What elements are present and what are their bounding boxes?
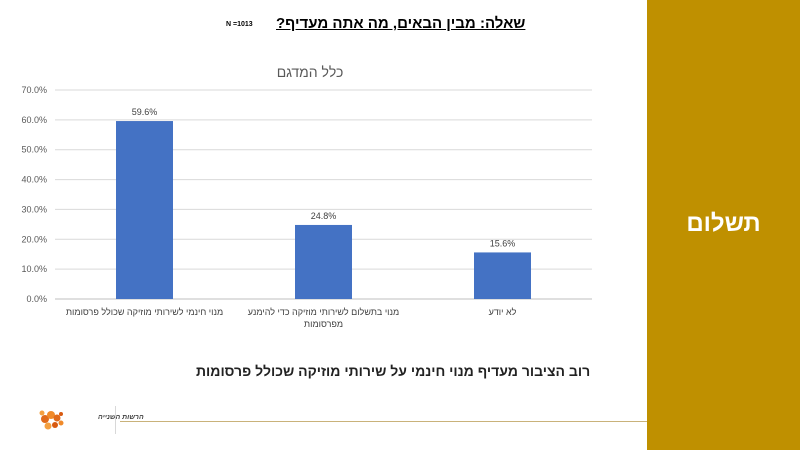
x-tick-label: לא יודע <box>489 307 517 317</box>
y-tick-label: 60.0% <box>21 115 47 125</box>
y-tick-label: 10.0% <box>21 264 47 274</box>
y-tick-label: 40.0% <box>21 175 47 185</box>
bar <box>116 121 173 300</box>
divider <box>115 406 116 434</box>
bar <box>295 224 352 299</box>
sidebar-title: תשלום <box>686 210 761 237</box>
chart-title: כלל המדגם <box>277 64 344 80</box>
x-tick-label: מפרסומות <box>304 319 343 329</box>
bar-chart: כלל המדגם 0.0% 10.0% 20.0% 30.0% 40.0% 50.0% 60… <box>21 64 592 329</box>
y-tick-label: 50.0% <box>21 145 47 155</box>
x-tick-label: מנוי חינמי לשירותי מוזיקה שכולל פרסומות <box>66 307 223 317</box>
logo: הרשות השנייה <box>36 405 144 435</box>
y-tick-label: 0.0% <box>26 294 47 304</box>
question-title: שאלה: מבין הבאים, מה אתה מעדיף? <box>276 15 526 32</box>
data-label: 59.6% <box>132 107 158 117</box>
y-tick-label: 20.0% <box>21 234 47 244</box>
sidebar-panel: תשלום <box>647 0 800 450</box>
logo-icon <box>39 410 64 430</box>
logo-text: הרשות השנייה <box>98 414 144 421</box>
data-label: 24.8% <box>311 211 337 221</box>
sample-size-label: N =1013 <box>226 21 253 28</box>
divider <box>120 421 647 422</box>
data-label: 15.6% <box>490 238 516 248</box>
y-tick-label: 70.0% <box>21 85 47 95</box>
summary-text: רוב הציבור מעדיף מנוי חינמי על שירותי מו… <box>196 363 591 379</box>
bar <box>474 252 531 299</box>
x-tick-label: מנוי בתשלום לשירותי מוזיקה כדי להימנע <box>248 307 399 317</box>
y-tick-label: 30.0% <box>21 204 47 214</box>
